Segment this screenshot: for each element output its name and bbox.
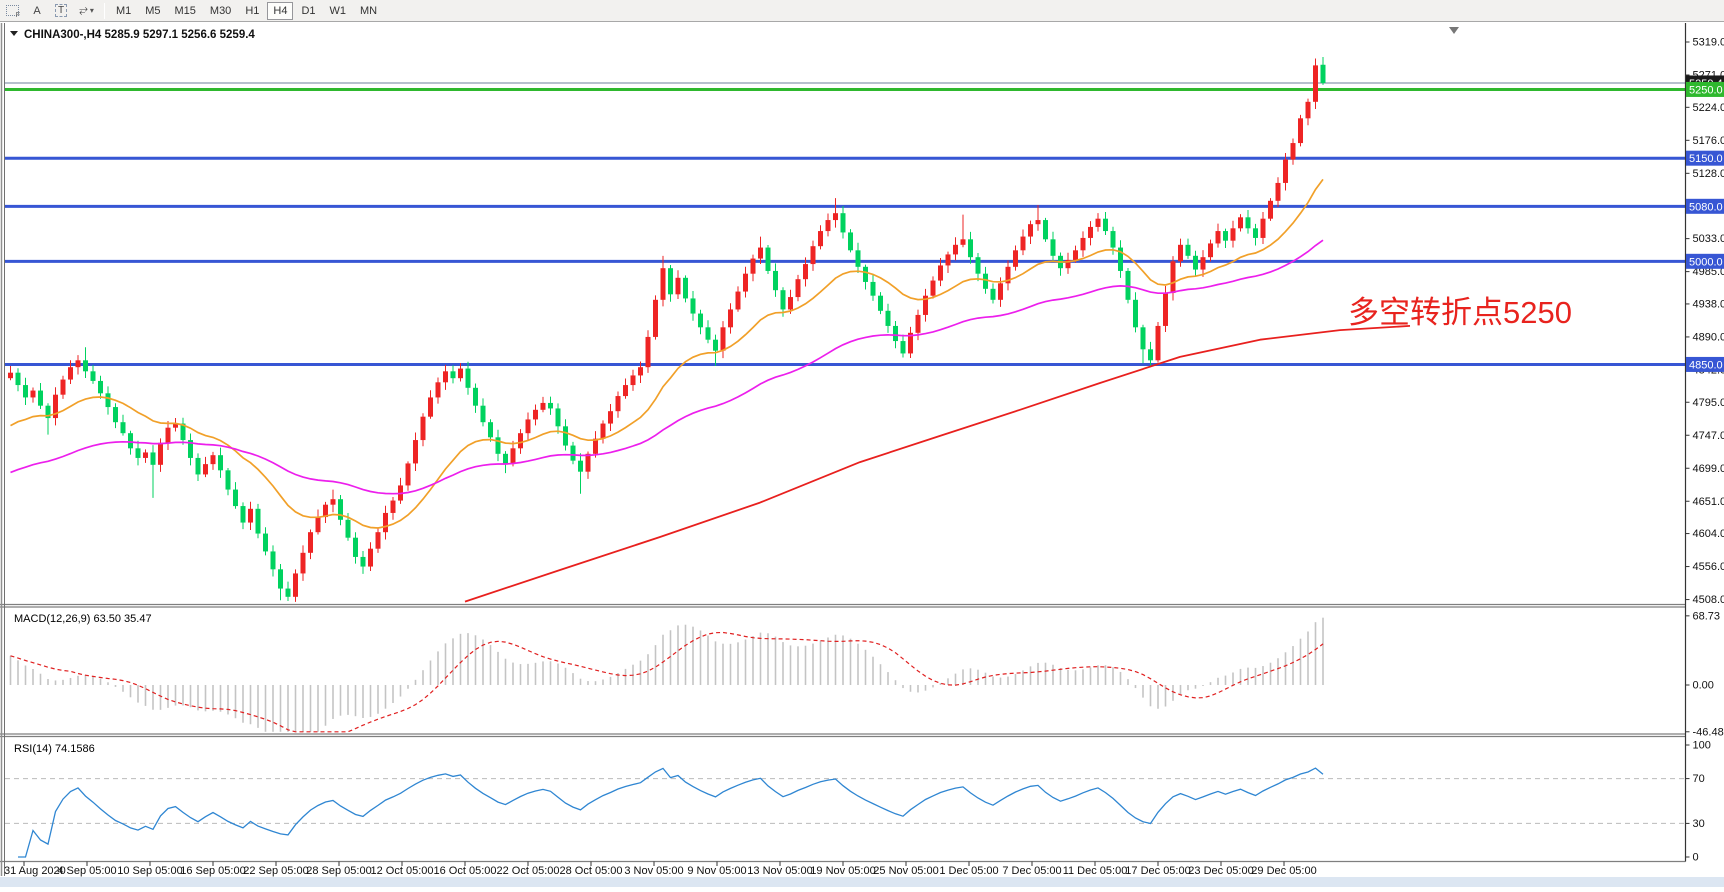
svg-text:0: 0 — [1693, 852, 1699, 864]
svg-text:5128.0: 5128.0 — [1693, 168, 1724, 180]
svg-text:28 Oct 05:00: 28 Oct 05:00 — [560, 865, 623, 877]
svg-text:5319.0: 5319.0 — [1693, 37, 1724, 49]
svg-text:12 Oct 05:00: 12 Oct 05:00 — [371, 865, 434, 877]
svg-text:13 Nov 05:00: 13 Nov 05:00 — [747, 865, 812, 877]
svg-text:5150.0: 5150.0 — [1689, 153, 1723, 165]
text-tool-icon: T — [55, 4, 67, 17]
svg-text:4604.0: 4604.0 — [1693, 528, 1724, 540]
text-tool-button[interactable]: T — [50, 2, 72, 20]
svg-text:25 Nov 05:00: 25 Nov 05:00 — [873, 865, 938, 877]
svg-text:68.73: 68.73 — [1693, 610, 1721, 622]
svg-text:4890.0: 4890.0 — [1693, 331, 1724, 343]
svg-text:22 Sep 05:00: 22 Sep 05:00 — [243, 865, 308, 877]
panel-borders — [0, 23, 1724, 887]
timeframe-button-d1[interactable]: D1 — [295, 2, 321, 20]
svg-text:3 Nov 05:00: 3 Nov 05:00 — [624, 865, 683, 877]
fast-ma-line — [11, 179, 1324, 528]
svg-text:4651.0: 4651.0 — [1693, 496, 1724, 508]
bottom-window-strip — [0, 877, 1724, 887]
timeframe-button-m5[interactable]: M5 — [139, 2, 166, 20]
annotation-text[interactable]: 多空转折点5250 — [1348, 295, 1572, 330]
svg-text:10 Sep 05:00: 10 Sep 05:00 — [117, 865, 182, 877]
timeframe-button-h4[interactable]: H4 — [267, 2, 293, 20]
chart-shift-marker-icon[interactable] — [1449, 27, 1459, 34]
chart-window-tool-button[interactable]: F — [1, 2, 24, 20]
svg-text:5224.0: 5224.0 — [1693, 102, 1724, 114]
svg-text:5250.0: 5250.0 — [1689, 84, 1723, 96]
timeframe-button-m1[interactable]: M1 — [110, 2, 137, 20]
svg-text:4 Sep 05:00: 4 Sep 05:00 — [57, 865, 116, 877]
candlestick-series — [8, 57, 1326, 602]
macd-label: MACD(12,26,9) 63.50 35.47 — [14, 613, 152, 625]
svg-text:9 Nov 05:00: 9 Nov 05:00 — [687, 865, 746, 877]
svg-text:28 Sep 05:00: 28 Sep 05:00 — [306, 865, 371, 877]
svg-text:100: 100 — [1693, 740, 1711, 752]
svg-text:4938.0: 4938.0 — [1693, 298, 1724, 310]
svg-text:5033.0: 5033.0 — [1693, 233, 1724, 245]
svg-text:17 Dec 05:00: 17 Dec 05:00 — [1125, 865, 1190, 877]
red-trendline[interactable] — [465, 326, 1410, 602]
timeframe-button-w1[interactable]: W1 — [324, 2, 353, 20]
svg-text:5176.0: 5176.0 — [1693, 135, 1724, 147]
rsi-label: RSI(14) 74.1586 — [14, 743, 95, 755]
svg-text:1 Dec 05:00: 1 Dec 05:00 — [939, 865, 998, 877]
svg-text:30: 30 — [1693, 818, 1705, 830]
toolbar-separator — [104, 3, 105, 19]
svg-text:23 Dec 05:00: 23 Dec 05:00 — [1188, 865, 1253, 877]
svg-text:4508.0: 4508.0 — [1693, 594, 1724, 606]
chevron-down-icon: ▾ — [90, 6, 94, 15]
svg-text:22 Oct 05:00: 22 Oct 05:00 — [497, 865, 560, 877]
objects-tool-button[interactable]: ⥂ ▾ — [74, 2, 99, 20]
svg-text:16 Oct 05:00: 16 Oct 05:00 — [434, 865, 497, 877]
svg-text:4556.0: 4556.0 — [1693, 561, 1724, 573]
svg-text:16 Sep 05:00: 16 Sep 05:00 — [180, 865, 245, 877]
rsi-line — [18, 768, 1323, 857]
svg-text:7 Dec 05:00: 7 Dec 05:00 — [1002, 865, 1061, 877]
rsi-panel: RSI(14) 74.1586 — [5, 743, 1686, 857]
svg-text:4699.0: 4699.0 — [1693, 463, 1724, 475]
timeframe-button-m15[interactable]: M15 — [169, 2, 202, 20]
one-click-trading-icon[interactable] — [10, 31, 18, 36]
svg-text:-46.48: -46.48 — [1693, 726, 1724, 738]
svg-text:4747.0: 4747.0 — [1693, 430, 1724, 442]
timeframe-button-h1[interactable]: H1 — [239, 2, 265, 20]
svg-text:0.00: 0.00 — [1693, 680, 1714, 692]
svg-text:5000.0: 5000.0 — [1689, 256, 1723, 268]
svg-text:5080.0: 5080.0 — [1689, 201, 1723, 213]
svg-text:19 Nov 05:00: 19 Nov 05:00 — [810, 865, 875, 877]
timeframe-button-m30[interactable]: M30 — [204, 2, 237, 20]
svg-text:70: 70 — [1693, 773, 1705, 785]
arrow-tool-button[interactable]: A — [26, 2, 48, 20]
letter-a-icon: A — [33, 5, 40, 17]
macd-panel: MACD(12,26,9) 63.50 35.47 — [11, 613, 1324, 732]
svg-text:29 Dec 05:00: 29 Dec 05:00 — [1251, 865, 1316, 877]
svg-text:11 Dec 05:00: 11 Dec 05:00 — [1063, 865, 1128, 877]
macd-signal-line — [11, 633, 1324, 732]
grid-f-icon: F — [6, 5, 19, 16]
svg-text:4795.0: 4795.0 — [1693, 397, 1724, 409]
timeframe-button-mn[interactable]: MN — [354, 2, 383, 20]
svg-text:4850.0: 4850.0 — [1689, 359, 1723, 371]
chart-title: CHINA300-,H4 5285.9 5297.1 5256.6 5259.4 — [24, 29, 255, 41]
cursor-arrows-icon: ⥂ — [79, 4, 88, 17]
